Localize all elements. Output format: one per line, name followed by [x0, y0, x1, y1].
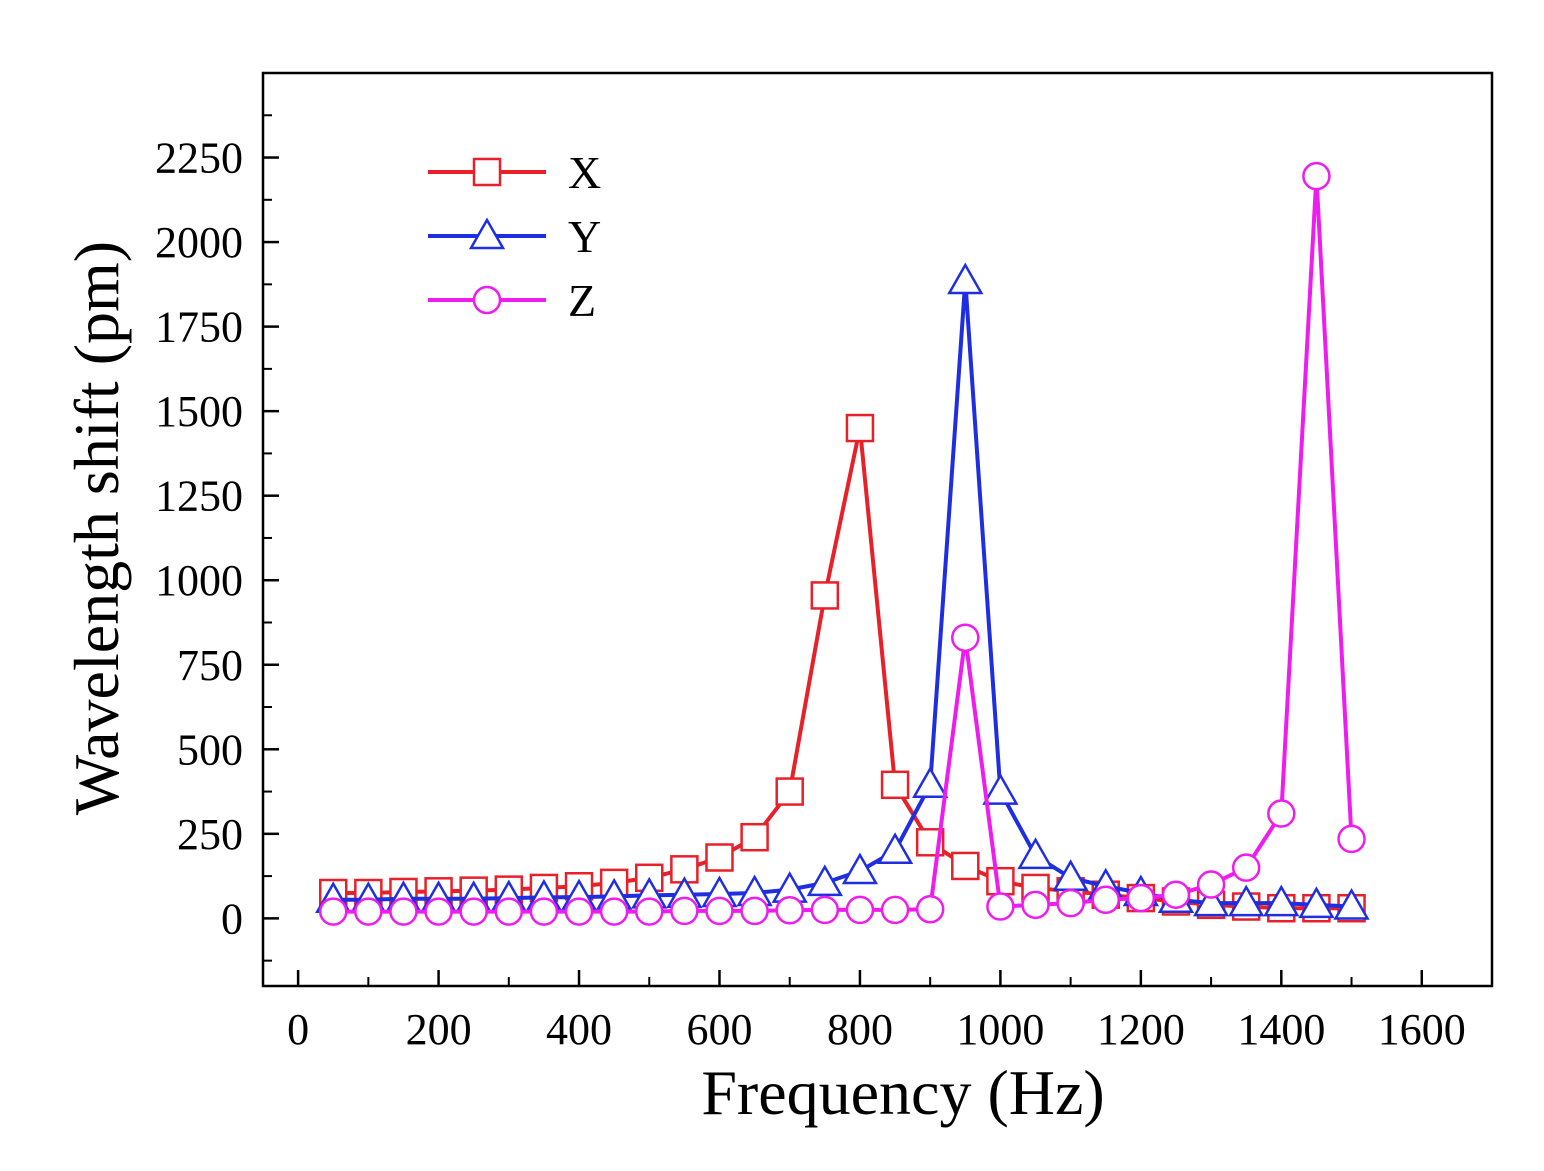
legend-marker	[468, 217, 506, 250]
y-tick-label: 2250	[155, 134, 243, 183]
data-point-z	[424, 897, 453, 926]
plot-frame	[261, 71, 1494, 988]
data-point-y	[912, 766, 949, 799]
y-tick-label: 1250	[155, 472, 243, 521]
data-point-x	[705, 843, 734, 872]
data-point-z	[705, 896, 734, 926]
legend-marker	[472, 157, 502, 187]
data-point-z	[740, 896, 769, 926]
y-tick-label: 500	[177, 725, 243, 774]
y-tick-label: 2000	[155, 218, 243, 267]
data-point-z	[389, 897, 418, 926]
data-point-z	[354, 897, 383, 926]
data-point-y	[1017, 837, 1054, 870]
x-tick-label: 1000	[956, 1005, 1044, 1054]
x-tick-label: 1600	[1378, 1005, 1466, 1054]
x-tick-label: 400	[546, 1005, 612, 1054]
data-point-z	[1056, 888, 1085, 918]
y-tick-label: 1750	[155, 303, 243, 352]
data-point-y	[876, 832, 914, 864]
data-point-x	[880, 770, 910, 800]
data-point-z	[1126, 883, 1156, 913]
data-point-z	[986, 892, 1015, 921]
data-point-y	[1228, 884, 1265, 917]
data-point-z	[459, 897, 488, 926]
data-point-x	[740, 822, 769, 852]
x-tick-label: 200	[406, 1005, 472, 1054]
y-tick-label: 0	[221, 894, 243, 943]
data-point-z	[635, 897, 664, 926]
data-point-z	[599, 897, 629, 926]
legend-entry-x: X	[428, 147, 601, 198]
data-point-z	[775, 896, 804, 925]
data-point-z	[1267, 799, 1296, 828]
data-point-z	[529, 897, 559, 926]
legend-marker	[472, 285, 502, 315]
legend-label: Z	[568, 275, 596, 326]
data-point-z	[951, 623, 980, 652]
data-point-x	[810, 581, 840, 610]
data-point-z	[1231, 853, 1261, 882]
series-z	[318, 161, 1366, 926]
data-point-z	[1302, 161, 1331, 191]
y-tick-label: 250	[177, 810, 243, 859]
legend-label: Y	[568, 211, 601, 262]
y-tick-label: 1500	[155, 387, 243, 436]
data-point-z	[1091, 885, 1120, 915]
data-point-x	[845, 413, 875, 443]
data-point-z	[1161, 880, 1191, 909]
x-tick-label: 1200	[1097, 1005, 1185, 1054]
data-point-x	[775, 777, 804, 806]
data-point-z	[494, 897, 524, 926]
y-tick-label: 750	[177, 641, 243, 690]
x-axis-title: Frequency (Hz)	[701, 1057, 1104, 1128]
data-point-y	[982, 773, 1019, 805]
legend-label: X	[568, 147, 601, 198]
data-point-z	[670, 896, 699, 926]
data-point-z	[564, 897, 594, 926]
data-point-x	[951, 851, 980, 881]
data-point-z	[810, 895, 840, 925]
data-point-y	[1263, 884, 1300, 917]
data-point-y	[841, 852, 879, 885]
data-point-y	[806, 864, 843, 897]
x-tick-label: 600	[686, 1005, 752, 1054]
data-point-z	[1337, 824, 1366, 854]
data-point-z	[1021, 890, 1050, 920]
data-point-z	[1196, 870, 1226, 899]
data-point-y	[1333, 888, 1370, 920]
data-point-y	[1192, 884, 1230, 917]
data-point-z	[318, 897, 348, 926]
legend-entry-z: Z	[428, 275, 596, 326]
data-point-z	[880, 895, 910, 925]
x-tick-label: 1400	[1237, 1005, 1325, 1054]
x-tick-label: 0	[287, 1005, 309, 1054]
legend-entry-y: Y	[428, 211, 601, 262]
data-point-y	[1298, 886, 1335, 919]
data-point-z	[915, 894, 945, 924]
y-axis-title: Wavelength shift (pm)	[61, 241, 132, 815]
y-tick-label: 1000	[155, 556, 243, 605]
data-point-x	[986, 866, 1015, 896]
data-point-z	[845, 895, 875, 925]
x-tick-label: 800	[827, 1005, 893, 1054]
data-point-y	[947, 262, 984, 295]
